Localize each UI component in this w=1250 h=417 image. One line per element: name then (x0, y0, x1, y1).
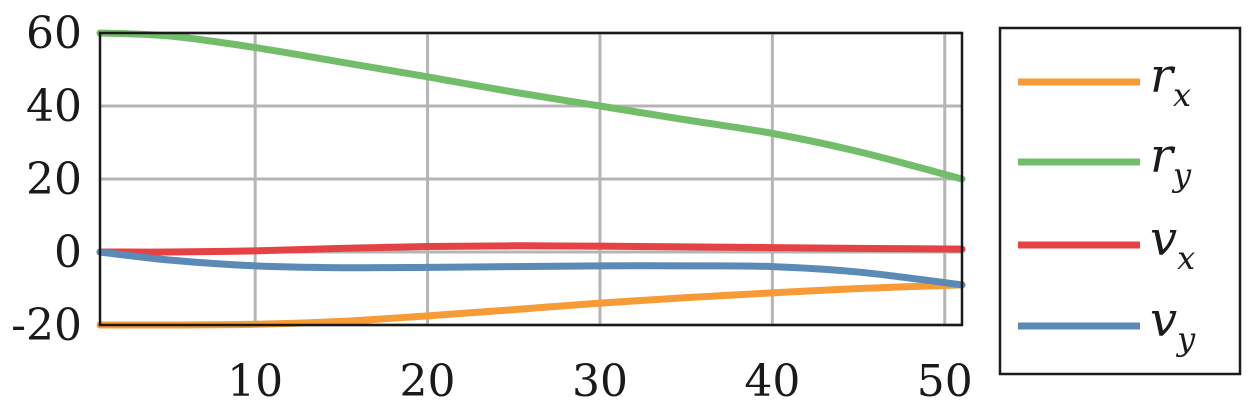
grid (100, 31, 962, 327)
legend-label: vx (1150, 211, 1195, 277)
plot-area-frame (98, 31, 964, 327)
x-tick-label: 30 (572, 356, 628, 407)
legend-entry-r-x: rx (1018, 48, 1191, 114)
legend-entry-v-x: vx (1018, 211, 1195, 277)
legend-entry-v-y: vy (1018, 292, 1196, 358)
y-tick-label: -20 (11, 300, 82, 351)
y-tick-label: 20 (26, 154, 82, 205)
legend-label: rx (1150, 48, 1191, 114)
series-line-v-y (96, 248, 966, 289)
y-tick-label: 60 (26, 8, 82, 59)
legend-label: vy (1150, 292, 1196, 358)
y-tick-label: 40 (26, 81, 82, 132)
x-tick-label: 10 (227, 356, 283, 407)
x-tick-label: 40 (744, 356, 800, 407)
legend-entry-r-y: ry (1018, 128, 1192, 194)
x-axis-tick-labels: 10 20 30 40 50 (227, 356, 973, 407)
series-line-r-x (96, 281, 966, 329)
series-line-r-y (96, 29, 966, 183)
legend: rx ry vx vy (998, 26, 1242, 376)
x-tick-label: 50 (917, 356, 973, 407)
y-tick-label: 0 (54, 227, 82, 278)
series-line-v-x (96, 242, 966, 256)
legend-box (998, 26, 1242, 376)
y-axis-tick-labels: 60 40 20 0 -20 (11, 8, 82, 351)
legend-label: ry (1150, 128, 1192, 194)
x-tick-label: 20 (400, 356, 456, 407)
